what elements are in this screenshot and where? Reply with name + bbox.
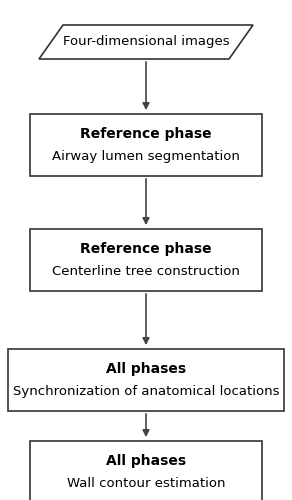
Text: All phases: All phases	[106, 454, 186, 468]
Polygon shape	[39, 25, 253, 59]
Text: Centerline tree construction: Centerline tree construction	[52, 264, 240, 278]
Text: Reference phase: Reference phase	[80, 127, 212, 141]
Text: Reference phase: Reference phase	[80, 242, 212, 256]
Text: All phases: All phases	[106, 362, 186, 376]
FancyBboxPatch shape	[8, 349, 284, 411]
FancyBboxPatch shape	[30, 114, 262, 176]
Text: Airway lumen segmentation: Airway lumen segmentation	[52, 150, 240, 162]
Text: Four-dimensional images: Four-dimensional images	[63, 36, 229, 49]
Text: Synchronization of anatomical locations: Synchronization of anatomical locations	[13, 384, 279, 398]
FancyBboxPatch shape	[30, 229, 262, 291]
FancyBboxPatch shape	[30, 441, 262, 500]
Text: Wall contour estimation: Wall contour estimation	[67, 476, 225, 490]
